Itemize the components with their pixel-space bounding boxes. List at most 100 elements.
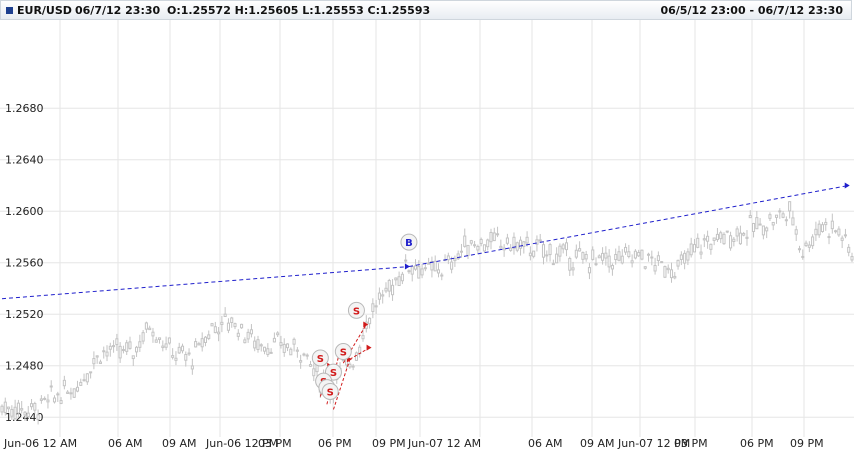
buy-marker-circle[interactable]	[400, 233, 418, 251]
candle-body	[817, 223, 821, 236]
candle-body	[59, 400, 63, 404]
x-tick-label: 09 PM	[790, 437, 824, 450]
candle-body	[351, 365, 355, 368]
candle-body	[266, 348, 270, 356]
candle-body	[492, 232, 496, 242]
candle-body	[190, 365, 194, 370]
candle-body	[292, 338, 296, 345]
trend-arrow-icon	[404, 263, 410, 270]
sell-marker-label[interactable]: S	[327, 387, 334, 398]
candle-body	[226, 322, 230, 331]
symbol-label[interactable]: EUR/USD	[17, 4, 72, 17]
candle-body	[620, 255, 624, 264]
candle-body	[174, 357, 178, 361]
candle-body	[154, 339, 158, 343]
candle-body	[518, 239, 523, 249]
candle-body	[660, 261, 664, 264]
candle-body	[617, 251, 621, 261]
candle-body	[830, 220, 834, 230]
candle-body	[469, 240, 473, 244]
price-chart[interactable]: 1.2680 1.2640 1.2600 1.2560 1.2520 1.2480 1.24…	[0, 20, 854, 451]
candle-body	[371, 303, 375, 312]
candle-body	[39, 398, 43, 401]
sell-marker-circle[interactable]	[334, 343, 352, 361]
sell-marker-label[interactable]: S	[353, 306, 360, 317]
candle-body	[633, 250, 637, 259]
x-tick-label: 09 AM	[580, 437, 615, 450]
candle-body	[597, 255, 601, 259]
x-tick-label: 06 AM	[528, 437, 563, 450]
y-tick-label: 1.2480	[5, 360, 44, 373]
sell-marker-label[interactable]: S	[330, 368, 337, 379]
candle-body	[184, 354, 188, 361]
candle-body	[220, 321, 224, 325]
candle-body	[348, 363, 352, 368]
candle-body	[180, 345, 185, 352]
y-tick-label: 1.2600	[5, 205, 44, 218]
candle-body	[476, 245, 480, 251]
candle-body	[706, 235, 710, 242]
candle-body	[564, 242, 569, 251]
trend-line	[1, 266, 409, 300]
candle-body	[276, 332, 280, 336]
x-tick-label: 06 PM	[740, 437, 774, 450]
candle-body	[732, 238, 736, 242]
candle-body	[33, 402, 37, 411]
y-tick-label: 1.2520	[5, 308, 44, 321]
candle-body	[627, 251, 631, 258]
candle-body	[354, 352, 358, 361]
candle-body	[456, 253, 460, 260]
candle-body	[394, 277, 398, 281]
candle-body	[135, 346, 139, 353]
candle-body	[420, 268, 424, 276]
sell-trade-line	[349, 347, 370, 360]
candle-body	[217, 331, 221, 335]
candle-body	[151, 331, 155, 337]
chart-header: EUR/USD 06/7/12 23:30 O:1.25572 H:1.2560…	[0, 0, 852, 20]
candle-body	[312, 368, 316, 377]
buy-marker-label[interactable]: B	[405, 238, 413, 249]
x-tick-label: 06 AM	[108, 437, 143, 450]
candle-body	[486, 239, 490, 248]
candle-body	[384, 287, 388, 292]
candle-body	[102, 350, 106, 353]
candle-body	[725, 230, 729, 233]
candle-body	[561, 244, 565, 250]
trend-arrow-icon	[844, 182, 850, 189]
x-tick-label: Jun-07 12 PM	[617, 437, 690, 450]
candle-body	[610, 264, 614, 270]
candle-body	[13, 406, 17, 420]
candle-body	[249, 329, 253, 335]
candle-body	[203, 336, 208, 343]
sell-marker-circle[interactable]	[321, 382, 339, 400]
candle-body	[591, 249, 595, 260]
candle-body	[194, 341, 198, 348]
sell-marker-circle[interactable]	[311, 349, 329, 367]
candle-body	[112, 345, 116, 348]
candle-body	[748, 214, 752, 219]
candle-body	[368, 317, 372, 325]
candle-body	[496, 233, 500, 236]
candle-body	[417, 266, 421, 279]
candle-body	[837, 228, 841, 236]
candle-body	[738, 232, 742, 245]
candle-body	[473, 244, 477, 247]
candle-body	[207, 334, 211, 339]
candle-body	[502, 247, 506, 251]
candle-body	[771, 221, 775, 226]
sell-marker-circle[interactable]	[347, 301, 365, 319]
candle-body	[125, 342, 129, 352]
x-tick-label: 09 AM	[162, 437, 197, 450]
candle-body	[446, 255, 450, 261]
sell-marker-label[interactable]: S	[340, 348, 347, 359]
candle-body	[269, 351, 273, 354]
sell-marker-label[interactable]: S	[317, 354, 324, 365]
candle-body	[683, 252, 687, 264]
candle-body	[148, 327, 152, 331]
chart-svg[interactable]: 1.26801.26401.26001.25601.25201.24801.24…	[0, 20, 854, 451]
candle-body	[164, 343, 168, 348]
candle-body	[167, 337, 171, 344]
candle-body	[115, 338, 119, 346]
candle-body	[696, 237, 700, 248]
candle-body	[459, 250, 464, 253]
